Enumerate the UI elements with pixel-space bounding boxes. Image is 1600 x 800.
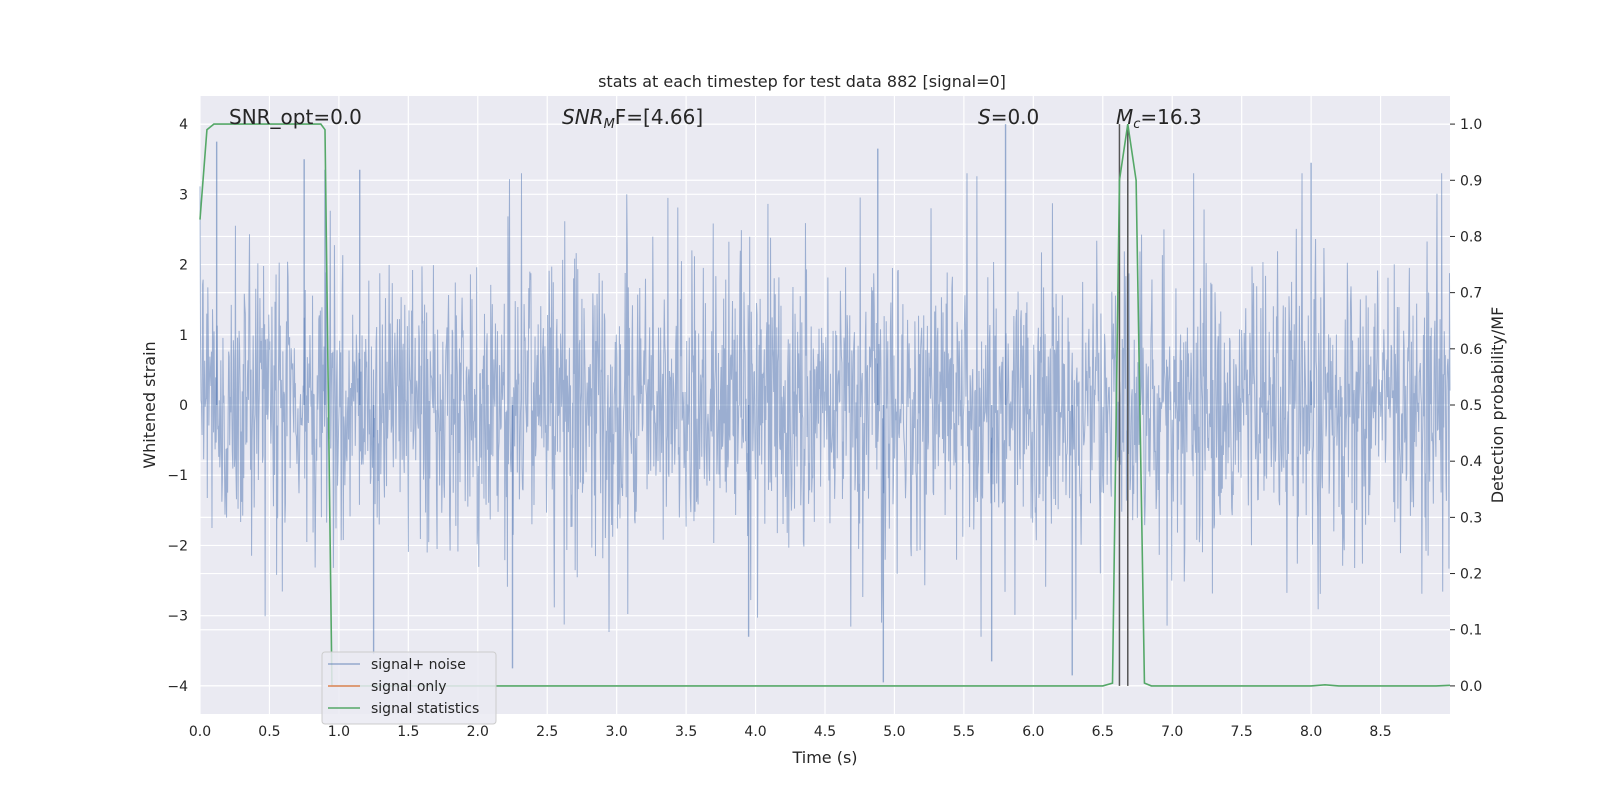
y-tick-label: 0 [179, 398, 188, 414]
x-tick-label: 2.5 [536, 724, 558, 740]
annotation-snr-mf: SNRMF=[4.66] [562, 105, 703, 132]
annotation-mc-sub: c [1133, 117, 1140, 132]
annotation-mc: Mc=16.3 [1116, 105, 1202, 132]
x-axis-label: Time (s) [791, 748, 857, 767]
x-tick-label: 5.0 [883, 724, 905, 740]
y-tick-label: 3 [179, 187, 188, 203]
legend-label-signal: signal only [371, 679, 446, 695]
x-tick-label: 6.5 [1092, 724, 1114, 740]
x-tick-label: 2.0 [467, 724, 489, 740]
series-signal-statistics [199, 123, 1451, 687]
y-tick-label: 2 [179, 258, 188, 274]
y-right-tick-label: 0.1 [1460, 623, 1482, 639]
annotation-s: S=0.0 [978, 105, 1039, 129]
annotations: SNR_opt=0.0 SNRMF=[4.66] S=0.0 Mc=16.3 [229, 105, 1202, 132]
x-tick-label: 7.0 [1161, 724, 1183, 740]
x-tick-label: 1.5 [397, 724, 419, 740]
y-tick-label: 4 [179, 117, 188, 133]
y-tick-label: 1 [179, 328, 188, 344]
x-tick-label: 5.5 [953, 724, 975, 740]
x-tick-label: 6.0 [1022, 724, 1044, 740]
y-right-tick-label: 0.3 [1460, 510, 1482, 526]
annotation-snr-opt: SNR_opt=0.0 [229, 105, 362, 129]
y-tick-label: −3 [167, 609, 188, 625]
noise-trace [199, 173, 1451, 637]
x-tick-label: 8.5 [1369, 724, 1391, 740]
y-right-tick-label: 0.2 [1460, 567, 1482, 583]
y-tick-label: −1 [167, 468, 188, 484]
y-axis-right-label: Detection probability/MF [1488, 307, 1507, 504]
annotation-mc-base: M [1116, 105, 1133, 129]
y-right-tick-label: 0.5 [1460, 398, 1482, 414]
y-axis-right-ticks: 0.0 0.1 0.2 0.3 0.4 0.5 0.6 0.7 0.8 0.9 1.0 [1450, 117, 1482, 695]
x-tick-label: 8.0 [1300, 724, 1322, 740]
annotation-s-label: S [978, 105, 991, 129]
x-tick-label: 3.0 [606, 724, 628, 740]
x-tick-label: 0.0 [189, 724, 211, 740]
y-right-tick-label: 0.7 [1460, 286, 1482, 302]
y-right-tick-label: 0.4 [1460, 454, 1482, 470]
y-right-tick-label: 1.0 [1460, 117, 1482, 133]
annotation-snr-mf-base: SNR [562, 105, 604, 129]
y-axis-ticks: −4 −3 −2 −1 0 1 2 3 4 [167, 117, 188, 695]
x-tick-label: 1.0 [328, 724, 350, 740]
x-tick-label: 7.5 [1231, 724, 1253, 740]
y-right-tick-label: 0.8 [1460, 229, 1482, 245]
y-right-tick-label: 0.9 [1460, 173, 1482, 189]
x-axis-ticks: 0.0 0.5 1.0 1.5 2.0 2.5 3.0 3.5 4.0 4.5 5.0 5.5 6.0 6… [189, 724, 1392, 740]
annotation-s-value: =0.0 [991, 105, 1040, 129]
y-right-tick-label: 0.6 [1460, 342, 1482, 358]
y-right-tick-label: 0.0 [1460, 679, 1482, 695]
x-tick-label: 4.5 [814, 724, 836, 740]
x-tick-label: 0.5 [258, 724, 280, 740]
x-tick-label: 3.5 [675, 724, 697, 740]
annotation-snr-mf-sub: M [604, 117, 615, 132]
chart-title: stats at each timestep for test data 882… [598, 72, 1006, 91]
legend-label-stats: signal statistics [371, 701, 479, 717]
legend: signal+ noise signal only signal statist… [321, 651, 497, 725]
annotation-mc-value: =16.3 [1140, 105, 1201, 129]
legend-label-noise: signal+ noise [371, 657, 466, 673]
y-tick-label: −4 [167, 679, 188, 695]
legend-box [321, 651, 497, 725]
annotation-snr-mf-rest: F=[4.66] [615, 105, 703, 129]
x-tick-label: 4.0 [744, 724, 766, 740]
y-axis-label: Whitened strain [140, 341, 159, 468]
y-tick-label: −2 [167, 538, 188, 554]
stats-line [199, 123, 1451, 687]
